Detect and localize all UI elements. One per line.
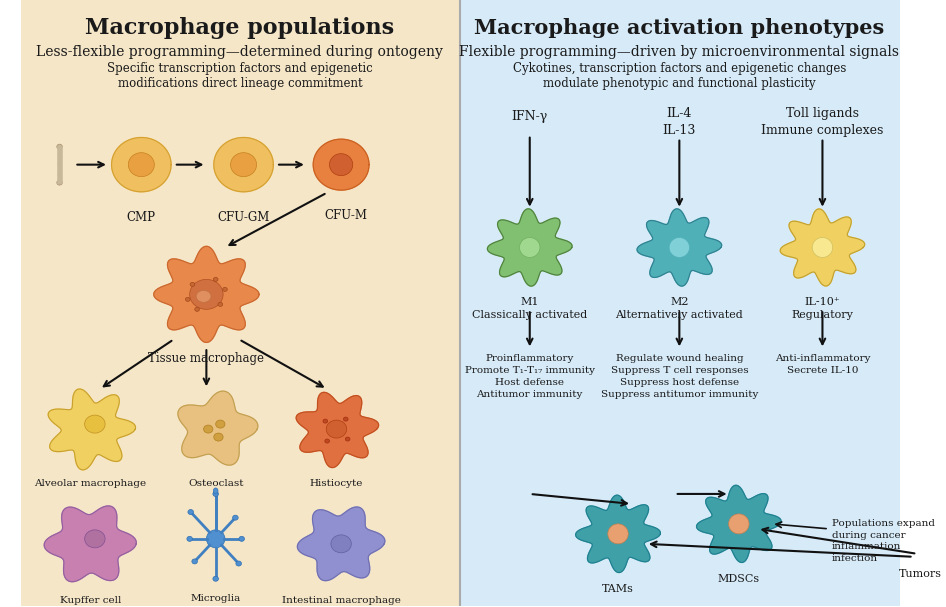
Ellipse shape (58, 172, 61, 177)
Ellipse shape (213, 576, 219, 582)
Polygon shape (214, 138, 273, 192)
Ellipse shape (192, 559, 198, 564)
Text: Intestinal macrophage: Intestinal macrophage (282, 595, 400, 605)
Ellipse shape (236, 561, 241, 566)
Polygon shape (637, 209, 722, 286)
Ellipse shape (607, 524, 628, 544)
FancyBboxPatch shape (460, 0, 900, 606)
Text: Histiocyte: Histiocyte (309, 479, 363, 488)
Ellipse shape (728, 514, 749, 534)
Polygon shape (44, 506, 136, 582)
Polygon shape (313, 139, 369, 190)
Text: Proinflammatory
Promote T₁-T₁₇ immunity
Host defense
Antitumor immunity: Proinflammatory Promote T₁-T₁₇ immunity … (464, 354, 595, 399)
Ellipse shape (57, 144, 62, 149)
Text: Microglia: Microglia (190, 594, 241, 603)
Text: Anti-inflammatory
Secrete IL-10: Anti-inflammatory Secrete IL-10 (775, 354, 870, 375)
Ellipse shape (58, 162, 61, 167)
Ellipse shape (331, 535, 351, 553)
Text: M2
Alternatively activated: M2 Alternatively activated (616, 297, 744, 320)
Ellipse shape (195, 307, 200, 311)
Polygon shape (780, 209, 865, 286)
FancyBboxPatch shape (21, 0, 460, 606)
Ellipse shape (57, 180, 62, 185)
Ellipse shape (218, 302, 222, 307)
Text: Flexible programming—driven by microenvironmental signals: Flexible programming—driven by microenvi… (460, 45, 900, 59)
Text: IL-4
IL-13: IL-4 IL-13 (662, 107, 696, 137)
Ellipse shape (669, 237, 690, 257)
Ellipse shape (214, 488, 218, 494)
Text: CMP: CMP (127, 211, 156, 223)
Ellipse shape (222, 287, 227, 291)
Ellipse shape (187, 537, 192, 541)
Text: M1
Classically activated: M1 Classically activated (472, 297, 587, 320)
Text: Alveolar macrophage: Alveolar macrophage (34, 479, 147, 488)
Ellipse shape (343, 417, 348, 421)
Polygon shape (178, 391, 258, 465)
Ellipse shape (216, 420, 225, 428)
Text: Specific transcription factors and epigenetic
modifications direct lineage commi: Specific transcription factors and epige… (107, 62, 373, 90)
Ellipse shape (813, 237, 832, 257)
Polygon shape (154, 246, 259, 342)
Polygon shape (576, 495, 660, 572)
Ellipse shape (231, 153, 256, 177)
Ellipse shape (239, 537, 244, 541)
Ellipse shape (58, 152, 61, 157)
Ellipse shape (326, 420, 346, 438)
Text: Tissue macrophage: Tissue macrophage (149, 352, 264, 365)
Ellipse shape (324, 439, 329, 443)
Ellipse shape (214, 433, 223, 441)
Text: IL-10⁺
Regulatory: IL-10⁺ Regulatory (792, 297, 853, 320)
Ellipse shape (84, 530, 105, 548)
Ellipse shape (345, 437, 350, 441)
Text: Toll ligands
Immune complexes: Toll ligands Immune complexes (762, 107, 884, 137)
Polygon shape (48, 389, 135, 470)
Ellipse shape (206, 530, 225, 548)
Ellipse shape (188, 509, 194, 515)
Polygon shape (296, 392, 378, 467)
Text: TAMs: TAMs (602, 584, 634, 594)
Ellipse shape (203, 425, 213, 433)
Text: CFU-M: CFU-M (324, 209, 367, 222)
Ellipse shape (185, 297, 190, 301)
Ellipse shape (233, 515, 238, 520)
Polygon shape (487, 209, 572, 286)
Polygon shape (696, 486, 781, 563)
Ellipse shape (214, 277, 218, 282)
Ellipse shape (213, 492, 219, 497)
Text: Populations expand
during cancer
inflammation
infection: Populations expand during cancer inflamm… (832, 519, 935, 563)
Ellipse shape (196, 290, 211, 302)
Polygon shape (297, 507, 385, 581)
Ellipse shape (129, 153, 154, 177)
Ellipse shape (323, 419, 327, 423)
Ellipse shape (189, 279, 223, 310)
Polygon shape (112, 138, 171, 192)
Text: Macrophage populations: Macrophage populations (85, 17, 394, 39)
Ellipse shape (84, 415, 105, 433)
Text: Macrophage activation phenotypes: Macrophage activation phenotypes (474, 18, 885, 38)
Text: Tumors: Tumors (899, 569, 941, 579)
Text: CFU-GM: CFU-GM (218, 211, 270, 223)
Text: Kupffer cell: Kupffer cell (60, 595, 121, 605)
Ellipse shape (519, 237, 540, 257)
Text: Regulate wound healing
Suppress T cell responses
Suppress host defense
Suppress : Regulate wound healing Suppress T cell r… (601, 354, 758, 399)
Text: MDSCs: MDSCs (718, 574, 760, 584)
Text: Less-flexible programming—determined during ontogeny: Less-flexible programming—determined dur… (36, 45, 444, 59)
Text: Cykotines, transcription factors and epigenetic changes
modulate phenotypic and : Cykotines, transcription factors and epi… (513, 62, 846, 90)
Text: IFN-γ: IFN-γ (512, 110, 548, 123)
Ellipse shape (329, 154, 353, 175)
Ellipse shape (190, 282, 195, 287)
Text: Osteoclast: Osteoclast (188, 479, 243, 488)
